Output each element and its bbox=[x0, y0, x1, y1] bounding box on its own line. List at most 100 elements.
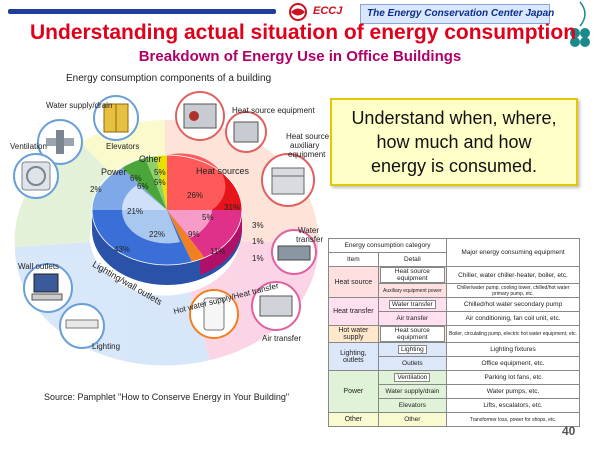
cell-major: Transformer loss, power for shops, etc. bbox=[446, 412, 580, 427]
org-name: The Energy Conservation Center Japan bbox=[360, 4, 554, 24]
label-heat-source-aux-3: equipment bbox=[288, 150, 326, 159]
cell-item: Heat source bbox=[328, 266, 379, 298]
label-elevators: Elevators bbox=[106, 142, 140, 151]
table-row: Water supply/drain Water pumps, etc. bbox=[329, 384, 580, 399]
pie-top bbox=[91, 153, 243, 266]
cell-major: Chiller, water chiller-heater, boiler, e… bbox=[446, 266, 580, 284]
th-category: Energy consumption category bbox=[328, 238, 447, 253]
page-subtitle: Breakdown of Energy Use in Office Buildi… bbox=[138, 48, 462, 65]
cell-major: Lighting fixtures bbox=[446, 342, 580, 357]
callout-line-1: Understand when, where, bbox=[351, 108, 557, 128]
cell-item: Heat transfer bbox=[328, 297, 379, 326]
cell-detail: Elevators bbox=[377, 398, 448, 413]
value-hot-water: 1% bbox=[252, 254, 264, 263]
value-heat-transfer-b: 9% bbox=[188, 230, 200, 239]
cell-major: Chiller/water pump, cooling tower, chill… bbox=[446, 283, 580, 298]
pie-depth bbox=[92, 210, 242, 285]
clover-icon bbox=[570, 1, 590, 47]
logo-text: ECCJ bbox=[313, 5, 343, 17]
th-major: Major energy consuming equipment bbox=[446, 238, 580, 267]
table-row: Lighting, outlets Lighting Lighting fixt… bbox=[328, 342, 580, 371]
label-wall-outlets: Wall outlets bbox=[18, 262, 60, 271]
table-row: Power Ventilation Parking lot fans, etc bbox=[328, 370, 580, 413]
elevator-icon bbox=[93, 95, 139, 141]
logo-icon bbox=[289, 3, 307, 21]
value-heat-outer: 31% bbox=[224, 203, 241, 212]
water-supply-icon bbox=[37, 119, 83, 165]
water-heater-icon bbox=[189, 289, 239, 339]
value-heat-transfer-c: 1% bbox=[252, 237, 264, 246]
computer-icon bbox=[23, 263, 73, 313]
value-other-a: 5% bbox=[154, 168, 166, 177]
air-transfer-icon bbox=[251, 281, 301, 331]
label-heat-source-aux-1: Heat source bbox=[286, 132, 330, 141]
pie-label-heat-sources: Heat sources bbox=[196, 166, 250, 176]
table-row: Elevators Lifts, escalators, etc. bbox=[329, 398, 580, 413]
label-water-transfer-1: Water bbox=[298, 226, 320, 235]
cell-major: Lifts, escalators, etc. bbox=[446, 398, 580, 413]
value-power-c: 2% bbox=[90, 185, 102, 194]
cell-major: Air conditioning, fan coil unit, etc. bbox=[446, 311, 580, 326]
label-heat-source-aux-2: auxiliary bbox=[290, 141, 320, 150]
cell-major: Parking lot fans, etc bbox=[446, 370, 580, 385]
value-outlets-inner: 22% bbox=[149, 230, 166, 239]
value-lighting-inner: 21% bbox=[127, 207, 144, 216]
table-row: Other Other Transformer loss, power for … bbox=[328, 412, 580, 427]
key-message-callout: Understand when, where, how much and how… bbox=[330, 98, 578, 186]
cell-detail: Ventilation bbox=[394, 373, 431, 382]
table-row: Air transfer Air conditioning, fan coil … bbox=[329, 311, 580, 326]
value-lighting-outer: 43% bbox=[114, 245, 131, 254]
th-item: Item bbox=[328, 252, 379, 267]
callout-line-3: energy is consumed. bbox=[370, 156, 538, 176]
cell-major: Boiler, circulating pump, electric hot w… bbox=[446, 325, 580, 343]
cell-item: Other bbox=[328, 412, 379, 427]
cell-detail: Water transfer bbox=[388, 300, 436, 309]
pump-icon bbox=[271, 229, 317, 275]
cell-detail: Auxiliary equipment power bbox=[377, 283, 448, 298]
label-heat-source-equipment: Heat source equipment bbox=[232, 106, 315, 115]
lighting-icon bbox=[59, 303, 105, 349]
pie-label-other: Other bbox=[139, 154, 162, 164]
cell-detail: Heat source equipment bbox=[379, 267, 445, 283]
cell-detail: Lighting bbox=[397, 345, 427, 354]
table-row: Heat transfer Water transfer Chilled/hot… bbox=[328, 297, 580, 326]
header-rule bbox=[8, 9, 276, 14]
label-lighting: Lighting bbox=[92, 342, 121, 351]
heat-source-aux-icon bbox=[225, 111, 267, 153]
table-row: Hot water supply Heat source equipment B… bbox=[328, 325, 580, 343]
table-row: Heat source Heat source equipment Chille… bbox=[328, 266, 580, 298]
energy-pie-chart bbox=[13, 91, 319, 366]
cell-detail: Heat source equipment bbox=[379, 326, 445, 342]
chart-caption: Energy consumption components of a build… bbox=[66, 73, 272, 84]
value-air-transfer: 11% bbox=[210, 247, 226, 256]
pie-label-power: Power bbox=[101, 167, 127, 177]
cell-detail: Outlets bbox=[377, 356, 448, 371]
cell-major: Water pumps, etc. bbox=[446, 384, 580, 399]
cell-detail: Water supply/drain bbox=[377, 384, 448, 399]
cell-detail: Air transfer bbox=[377, 311, 448, 326]
page-title: Understanding actual situation of energy… bbox=[30, 21, 577, 44]
cell-item: Power bbox=[328, 370, 379, 413]
value-heat-transfer-a: 3% bbox=[252, 221, 264, 230]
value-other-b: 5% bbox=[154, 178, 166, 187]
cell-item: Lighting, outlets bbox=[328, 342, 379, 371]
source-note: Source: Pamphlet "How to Conserve Energy… bbox=[44, 392, 290, 402]
th-detail: Detail bbox=[377, 252, 448, 267]
energy-category-table: Energy consumption category Major energy… bbox=[328, 238, 580, 427]
page-number: 40 bbox=[562, 424, 576, 438]
label-air-transfer: Air transfer bbox=[262, 334, 302, 343]
table-row: Auxiliary equipment power Chiller/water … bbox=[329, 283, 580, 298]
cell-major: Chilled/hot water secondary pump bbox=[446, 297, 580, 312]
label-water-transfer-2: transfer bbox=[296, 235, 324, 244]
callout-line-2: how much and how bbox=[376, 132, 532, 152]
value-power-a: 6% bbox=[130, 174, 142, 183]
cell-major: Office equipment, etc. bbox=[446, 356, 580, 371]
cell-item: Hot water supply bbox=[328, 325, 379, 343]
table-row: Outlets Office equipment, etc. bbox=[329, 356, 580, 371]
cooling-tower-icon bbox=[261, 153, 315, 207]
heat-source-icon bbox=[175, 91, 225, 141]
label-ventilation: Ventilation bbox=[10, 142, 47, 151]
value-heat-aux: 5% bbox=[202, 213, 214, 222]
value-heat-inner: 26% bbox=[187, 191, 204, 200]
label-water-supply: Water supply/drain bbox=[46, 101, 113, 110]
